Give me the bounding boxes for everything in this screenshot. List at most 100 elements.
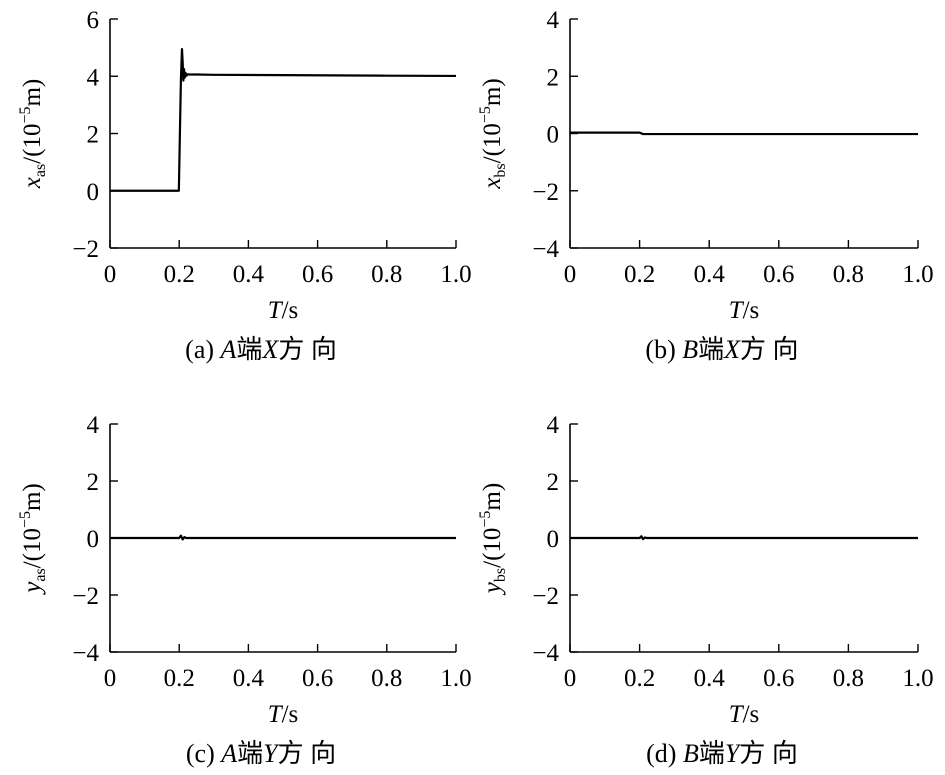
x-tick-label: 0 [104,665,117,692]
caption-end: A [219,335,237,364]
caption-direction-suffix: 方 向 [278,335,337,364]
x-tick-label: 0 [104,261,117,288]
y-axis-subscript: bs [492,163,509,177]
x-axis-unit: /s [282,701,299,728]
x-tick-label: 0.2 [164,665,195,692]
y-axis-unit-prefix: /(10 [19,124,46,164]
chart-panel-b: 0 0.2 0.4 0.6 0.8 1.0 −4 −2 0 2 4 T/s xbs/(10−5m) (b)… [477,7,934,364]
caption-end: A [219,739,237,768]
panel-caption: (a) A端X方 向 [185,335,337,364]
y-axis-var: x [19,177,46,189]
y-tick-label: 0 [547,526,560,553]
y-axis-unit-suffix: m) [479,483,506,511]
y-axis-unit-suffix: m) [19,483,46,511]
x-tick-label: 0 [564,665,577,692]
caption-end-suffix: 端 [236,335,262,364]
caption-end-suffix: 端 [698,335,724,364]
y-tick-label: −2 [532,179,559,206]
x-axis-var: T [729,701,745,728]
x-tick-label: 0.6 [763,261,794,288]
caption-end-suffix: 端 [699,739,725,768]
caption-prefix: (b) [645,335,682,364]
x-tick-label: 0.4 [233,665,265,692]
x-tick-label: 0.4 [233,261,265,288]
y-tick-label: −2 [532,583,559,610]
series-line-0 [110,47,457,192]
y-axis-label: yas/(10−5m) [17,483,49,596]
y-tick-label: −4 [532,236,559,263]
y-tick-label: 0 [547,122,560,149]
x-tick-label: 0.8 [833,261,864,288]
y-tick-label: 2 [87,122,100,149]
caption-prefix: (d) [646,739,683,768]
y-axis-unit-suffix: m) [479,78,506,106]
y-tick-label: 6 [87,7,100,34]
x-axis-unit: /s [743,701,760,728]
x-tick-label: 0.8 [371,261,402,288]
y-tick-label: 0 [87,526,100,553]
y-tick-label: −2 [72,583,99,610]
y-axis-subscript: as [32,568,49,581]
x-axis-var: T [268,701,284,728]
x-tick-label: 0.8 [371,665,402,692]
chart-panel-c: 0 0.2 0.4 0.6 0.8 1.0 −4 −2 0 2 4 T/s yas/(10−5m) (c)… [17,412,472,768]
y-tick-label: 2 [87,469,100,496]
y-tick-label: 0 [87,179,100,206]
y-tick-label: 4 [547,412,560,439]
y-axis-unit-exponent: −5 [477,106,494,123]
x-axis-label: T/s [729,701,760,728]
y-axis-unit-exponent: −5 [477,511,494,528]
series-line-0 [110,534,456,541]
caption-end: B [683,739,699,768]
y-axis-subscript: as [32,164,49,177]
x-tick-label: 1.0 [440,261,471,288]
y-axis-var: y [19,581,46,596]
y-axis-unit-prefix: /(10 [19,528,46,568]
series-line-0 [570,535,918,541]
y-axis-unit-prefix: /(10 [479,123,506,163]
x-tick-label: 0.2 [624,261,655,288]
y-axis-unit-prefix: /(10 [479,528,506,568]
y-tick-label: −4 [72,640,99,667]
series-line-0 [570,131,918,136]
x-axis-unit: /s [282,297,299,324]
caption-prefix: (a) [185,335,220,364]
y-tick-label: −2 [72,236,99,263]
caption-direction-suffix: 方 向 [278,739,337,768]
x-tick-label: 0.6 [302,665,333,692]
y-axis-subscript: bs [492,568,509,582]
x-tick-label: 0.2 [164,261,195,288]
chart-panel-d: 0 0.2 0.4 0.6 0.8 1.0 −4 −2 0 2 4 T/s ybs/(10−5m) (d)… [477,412,934,768]
y-tick-label: 2 [547,469,560,496]
caption-direction: Y [725,739,742,768]
caption-end-suffix: 端 [237,739,263,768]
y-axis-unit-exponent: −5 [17,107,34,124]
chart-panel-a: 0 0.2 0.4 0.6 0.8 1.0−20246T/sxas/(10−5m)(a) … [17,7,472,364]
x-tick-label: 0.6 [763,665,794,692]
x-tick-label: 0.8 [833,665,864,692]
x-tick-label: 1.0 [902,261,933,288]
caption-end: B [682,335,698,364]
y-axis-unit-exponent: −5 [17,511,34,528]
y-tick-label: −4 [532,640,559,667]
caption-direction-suffix: 方 向 [739,739,798,768]
x-tick-label: 1.0 [440,665,471,692]
y-axis-label: ybs/(10−5m) [477,483,509,596]
x-tick-label: 0 [564,261,577,288]
x-axis-var: T [729,297,745,324]
x-axis-label: T/s [729,297,760,324]
y-tick-label: 2 [547,64,560,91]
x-tick-label: 0.6 [302,261,333,288]
panel-caption: (d) B端Y方 向 [646,739,798,768]
y-axis-unit-suffix: m) [19,79,46,107]
x-tick-label: 0.4 [694,261,726,288]
y-tick-label: 4 [87,64,100,91]
panel-caption: (b) B端X方 向 [645,335,798,364]
y-axis-var: y [479,581,506,596]
x-axis-var: T [268,297,284,324]
y-axis-var: x [479,178,506,190]
caption-direction: X [261,335,279,364]
caption-prefix: (c) [186,739,221,768]
y-axis-label: xbs/(10−5m) [477,78,509,189]
x-axis-unit: /s [743,297,760,324]
